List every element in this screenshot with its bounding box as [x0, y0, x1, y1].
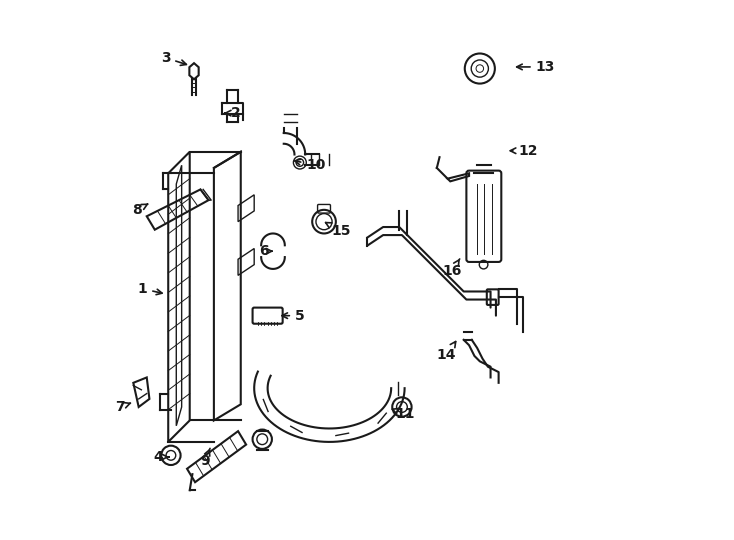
- Text: 2: 2: [225, 106, 240, 120]
- Text: 1: 1: [137, 282, 162, 296]
- Text: 12: 12: [510, 144, 538, 158]
- Text: 15: 15: [325, 222, 351, 238]
- Text: 7: 7: [115, 400, 131, 414]
- Text: 3: 3: [161, 51, 186, 65]
- Text: 14: 14: [437, 341, 457, 362]
- Text: 9: 9: [200, 448, 210, 468]
- Text: 16: 16: [442, 259, 462, 278]
- Text: 5: 5: [282, 309, 305, 323]
- Text: 8: 8: [132, 203, 148, 217]
- Text: 11: 11: [392, 407, 415, 421]
- Text: 10: 10: [295, 158, 326, 172]
- Text: 6: 6: [259, 244, 272, 258]
- Text: 4: 4: [153, 450, 169, 464]
- Text: 13: 13: [517, 60, 555, 74]
